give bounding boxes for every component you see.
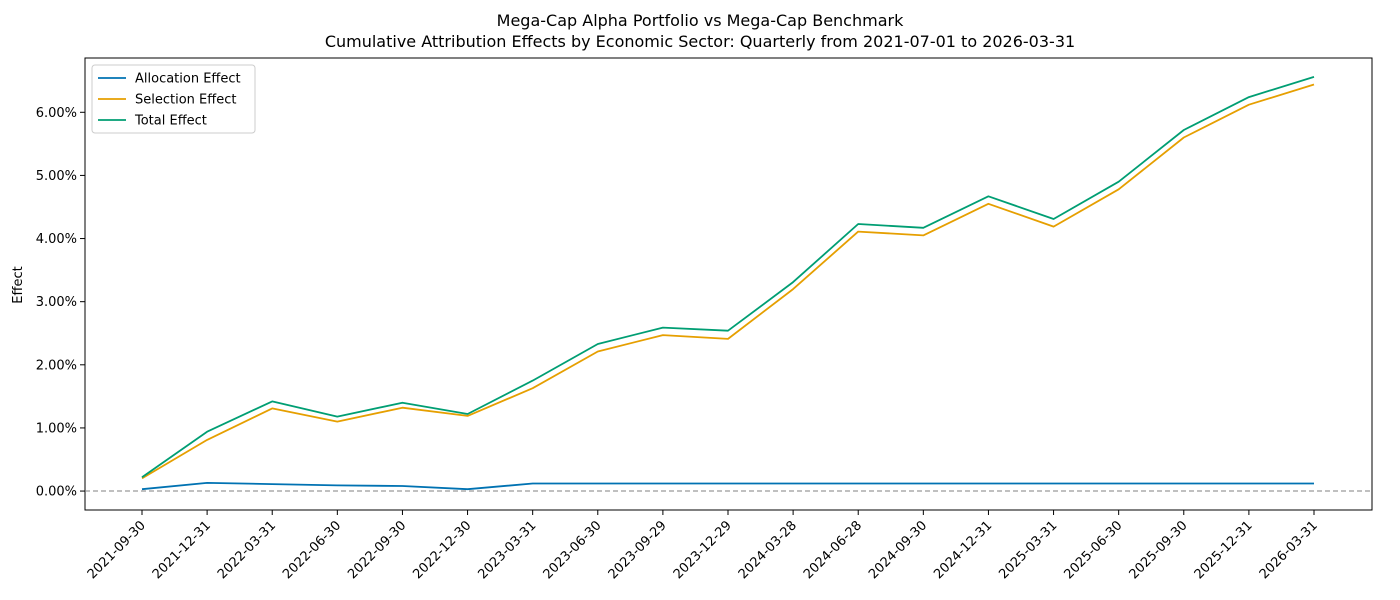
y-tick-label: 1.00%	[36, 421, 77, 436]
series-line-allocation-effect	[141, 481, 1314, 491]
legend-label: Selection Effect	[135, 93, 236, 108]
y-axis-ticks: 0.00% 1.00% 2.00% 3.00% 4.00% 5.00% 6.00%	[36, 106, 85, 500]
x-tick-label: 2025-06-30	[1061, 518, 1125, 582]
y-tick-label: 2.00%	[36, 358, 77, 373]
y-axis-label: Effect	[11, 266, 26, 303]
x-tick-label: 2024-06-28	[801, 518, 865, 582]
chart-title: Mega-Cap Alpha Portfolio vs Mega-Cap Ben…	[497, 11, 904, 30]
x-tick-label: 2024-03-28	[736, 518, 800, 582]
x-tick-label: 2024-12-31	[931, 518, 995, 582]
x-tick-label: 2026-03-31	[1257, 518, 1321, 582]
y-tick-label: 4.00%	[36, 232, 77, 247]
legend-box	[91, 64, 256, 134]
x-tick-label: 2025-03-31	[996, 518, 1060, 582]
x-axis-ticks: 2021-09-30 2021-12-31 2022-03-31 2022-06-30…	[85, 510, 1321, 582]
x-tick-label: 2025-12-31	[1192, 518, 1256, 582]
x-tick-label: 2022-12-30	[410, 518, 474, 582]
series-line-selection-effect	[141, 83, 1315, 480]
y-tick-label: 0.00%	[36, 485, 77, 500]
x-tick-label: 2025-09-30	[1127, 518, 1191, 582]
legend: Allocation Effect Selection Effect Total E…	[91, 64, 256, 134]
y-tick-label: 6.00%	[36, 106, 77, 121]
legend-label: Total Effect	[134, 114, 207, 129]
chart-subtitle: Cumulative Attribution Effects by Econom…	[325, 32, 1075, 51]
x-tick-label: 2023-12-29	[671, 518, 735, 582]
x-tick-label: 2021-12-31	[150, 518, 214, 582]
y-tick-label: 5.00%	[36, 169, 77, 184]
x-tick-label: 2023-06-30	[541, 518, 605, 582]
plot-area-frame	[84, 57, 1373, 511]
x-tick-label: 2023-03-31	[475, 518, 539, 582]
x-tick-label: 2023-09-29	[606, 518, 670, 582]
legend-label: Allocation Effect	[135, 72, 241, 87]
y-tick-label: 3.00%	[36, 295, 77, 310]
x-tick-label: 2024-09-30	[866, 518, 930, 582]
x-tick-label: 2022-06-30	[280, 518, 344, 582]
series-lines	[141, 76, 1315, 491]
x-tick-label: 2022-09-30	[345, 518, 409, 582]
x-tick-label: 2022-03-31	[215, 518, 279, 582]
series-line-total-effect	[141, 76, 1315, 478]
x-tick-label: 2021-09-30	[85, 518, 149, 582]
